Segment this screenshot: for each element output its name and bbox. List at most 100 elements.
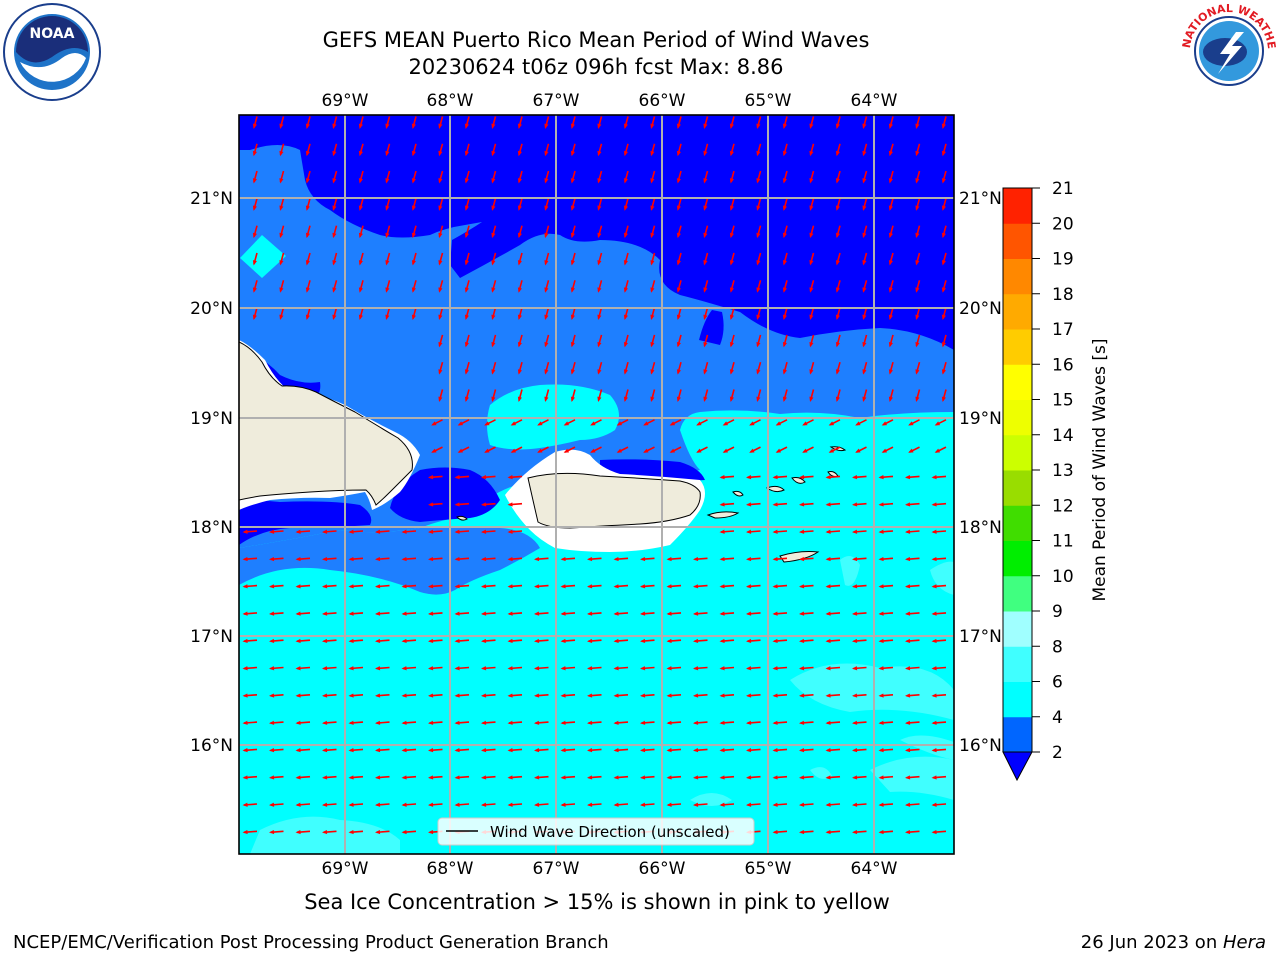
wind-wave-arrowhead [454, 775, 460, 780]
wind-wave-arrowhead [322, 529, 328, 534]
colorbar-tick-label: 20 [1052, 214, 1074, 234]
wind-wave-arrowhead [650, 314, 655, 321]
wind-wave-arrowhead [703, 205, 708, 211]
wind-wave-arrowhead [332, 314, 337, 321]
wind-wave-arrowhead [772, 829, 778, 835]
wind-wave-arrowhead [915, 369, 920, 375]
wind-wave-arrowhead [411, 178, 416, 184]
wind-wave-arrowhead [835, 232, 840, 239]
wind-wave-arrowhead [385, 287, 390, 293]
colorbar-segment [1003, 293, 1032, 330]
wind-wave-arrowhead [510, 448, 517, 453]
wind-wave-arrowhead [560, 775, 566, 780]
wind-wave-arrowhead [252, 287, 257, 293]
wind-wave-arrowhead [852, 529, 858, 534]
colorbar-tick-label: 11 [1052, 532, 1074, 552]
wind-wave-arrowhead [772, 775, 778, 780]
wind-wave-arrowhead [650, 369, 655, 375]
colorbar-segment [1003, 681, 1032, 718]
wind-wave-arrowhead [915, 260, 920, 266]
wind-wave-arrowhead [623, 314, 628, 321]
wind-wave-arrowhead [305, 205, 310, 211]
wind-wave-arrowhead [534, 638, 540, 644]
wind-wave-arrowhead [719, 584, 725, 589]
lon-labels-bottom: 69°W 68°W 67°W 66°W 65°W 64°W [322, 859, 898, 879]
wind-wave-arrowhead [348, 775, 354, 780]
wind-wave-arrowhead [931, 693, 937, 698]
lon-label: 66°W [639, 859, 686, 879]
lat-label: 16°N [959, 736, 1002, 756]
wind-wave-arrowhead [915, 396, 920, 402]
wind-wave-arrowhead [666, 693, 672, 698]
wind-wave-arrowhead [507, 666, 513, 671]
wind-wave-arrowhead [941, 260, 946, 266]
wind-wave-arrowhead [719, 748, 725, 753]
lat-label: 18°N [959, 518, 1002, 538]
wind-wave-arrowhead [454, 693, 460, 698]
colorbar-segment [1003, 223, 1032, 259]
wind-wave-arrowhead [825, 475, 831, 480]
wind-wave-arrowhead [772, 802, 778, 807]
wind-wave-arrowhead [401, 829, 407, 835]
wind-wave-arrowhead [878, 529, 884, 534]
wind-wave-arrowhead [888, 205, 893, 211]
wind-wave-arrowhead [597, 314, 602, 321]
wind-wave-arrowhead [563, 448, 570, 453]
wind-wave-arrowhead [915, 232, 920, 239]
wind-wave-arrowhead [809, 150, 814, 157]
wind-wave-arrowhead [560, 638, 566, 644]
wind-wave-arrowhead [517, 369, 522, 375]
wind-wave-arrowhead [570, 178, 575, 184]
wind-wave-arrowhead [464, 369, 469, 375]
wind-wave-arrowhead [825, 529, 831, 534]
wind-wave-arrowhead [931, 829, 937, 835]
wind-wave-arrowhead [772, 529, 778, 534]
wind-wave-arrowhead [375, 693, 381, 698]
wind-wave-arrowhead [676, 396, 681, 402]
wind-wave-arrowhead [746, 775, 752, 780]
map-legend: Wind Wave Direction (unscaled) [437, 817, 755, 846]
wind-wave-arrowhead [428, 502, 434, 507]
wind-wave-arrowhead [484, 448, 490, 453]
wind-wave-arrowhead [242, 584, 248, 589]
wind-wave-arrowhead [454, 584, 460, 589]
wind-wave-arrowhead [878, 748, 884, 753]
wind-wave-arrowhead [650, 232, 655, 239]
wind-wave-arrowhead [597, 369, 602, 375]
wind-wave-arrowhead [696, 448, 702, 453]
wind-wave-arrowhead [729, 205, 734, 211]
wind-wave-arrowhead [428, 829, 434, 835]
colorbar-segment [1003, 258, 1032, 295]
wind-wave-arrowhead [295, 748, 301, 753]
wind-wave-arrowhead [719, 556, 725, 562]
wind-wave-arrowhead [729, 369, 734, 375]
wind-wave-arrowhead [623, 396, 628, 402]
wind-wave-arrowhead [852, 748, 858, 753]
wind-wave-arrowhead [332, 123, 337, 129]
colorbar-segment [1003, 505, 1032, 541]
wind-wave-arrowhead [401, 748, 407, 753]
wind-wave-arrowhead [802, 448, 808, 453]
wind-wave-arrowhead [457, 448, 464, 453]
wind-wave-arrowhead [348, 748, 354, 753]
lon-label: 64°W [851, 91, 898, 111]
wind-wave-arrowhead [517, 287, 522, 293]
wind-wave-arrowhead [650, 260, 655, 266]
wind-wave-arrowhead [931, 529, 937, 534]
lat-label: 21°N [190, 189, 233, 209]
wind-wave-arrowhead [772, 720, 778, 725]
wind-wave-arrowhead [825, 584, 831, 589]
wind-wave-arrowhead [269, 829, 275, 835]
wind-wave-arrowhead [242, 529, 248, 534]
wind-wave-arrowhead [252, 232, 257, 239]
wind-wave-arrowhead [878, 556, 884, 562]
colorbar-tick-label: 12 [1052, 496, 1074, 516]
wind-wave-arrowhead [560, 720, 566, 725]
wind-wave-arrowhead [809, 314, 814, 321]
wind-wave-arrowhead [905, 666, 911, 671]
wind-wave-arrowhead [481, 556, 487, 562]
wind-wave-arrowhead [491, 232, 496, 239]
wind-wave-arrowhead [428, 529, 434, 534]
wind-wave-arrowhead [616, 421, 623, 426]
wind-wave-arrowhead [375, 748, 381, 753]
